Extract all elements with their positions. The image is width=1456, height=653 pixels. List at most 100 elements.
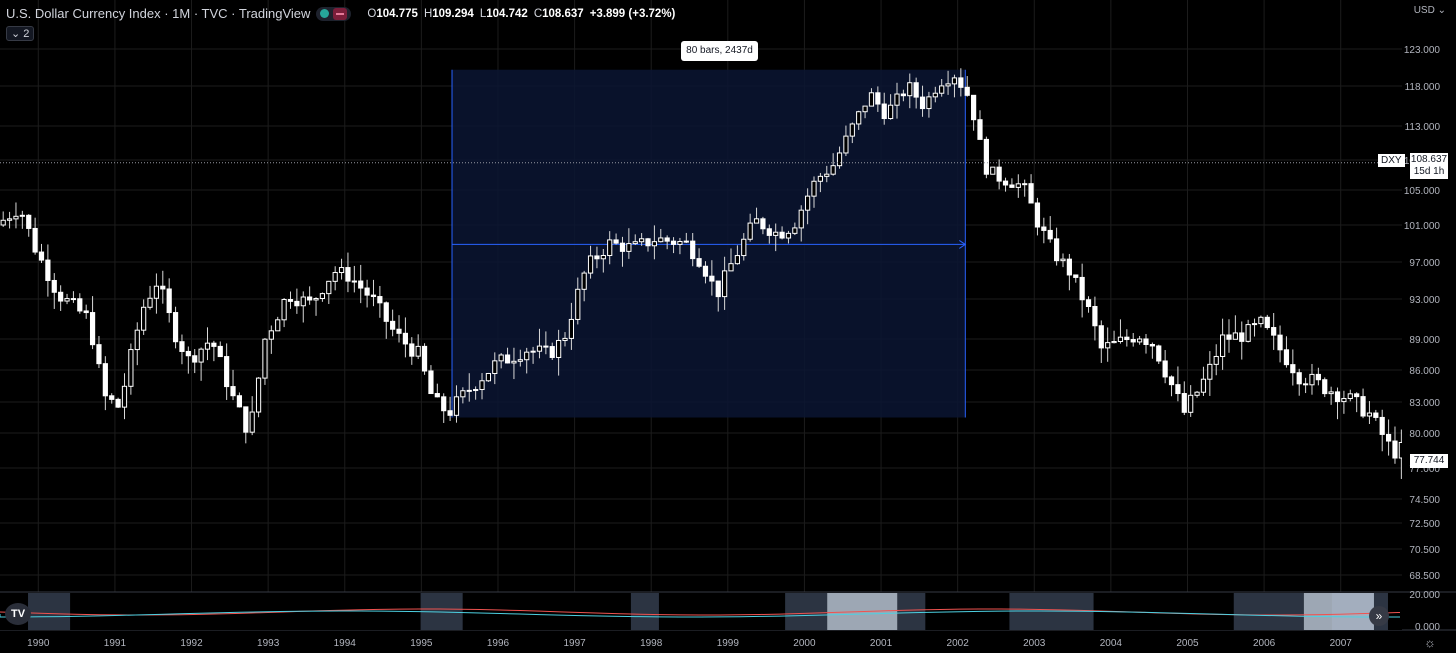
candle bbox=[6, 218, 13, 221]
candle bbox=[83, 310, 89, 314]
candle bbox=[1385, 433, 1392, 442]
candle bbox=[1060, 258, 1066, 262]
indicator-band bbox=[897, 593, 926, 630]
candle bbox=[64, 298, 70, 302]
candle bbox=[1156, 345, 1162, 362]
market-status-pill[interactable] bbox=[316, 6, 352, 21]
candle bbox=[511, 360, 517, 364]
candle bbox=[1271, 327, 1277, 336]
time-tick-label: 1990 bbox=[27, 638, 50, 649]
candle bbox=[805, 195, 811, 211]
candle bbox=[607, 239, 613, 256]
candle bbox=[268, 330, 274, 340]
candle bbox=[747, 222, 753, 240]
candle bbox=[1354, 393, 1360, 398]
candle bbox=[307, 296, 313, 301]
candle bbox=[1009, 184, 1015, 188]
candle bbox=[1245, 324, 1251, 342]
candle bbox=[875, 92, 881, 105]
indicator-pane: 20.000 0.000 bbox=[0, 590, 1440, 633]
candle bbox=[345, 267, 351, 282]
measure-box bbox=[451, 69, 967, 418]
candle bbox=[658, 237, 664, 243]
candle bbox=[390, 320, 396, 330]
candle bbox=[338, 267, 345, 274]
candle bbox=[1092, 306, 1098, 327]
time-axis: 1990 1991 1992 1993 1994 1995 1996 1997 1998 1999… bbox=[0, 629, 1456, 649]
symbol-title[interactable]: U.S. Dollar Currency Index · 1M · TVC · … bbox=[6, 6, 311, 21]
candle bbox=[817, 175, 823, 182]
candle bbox=[249, 411, 255, 433]
candle bbox=[230, 386, 236, 397]
collapse-indicators-button[interactable]: ⌄ 2 bbox=[6, 26, 35, 41]
candle bbox=[836, 152, 843, 167]
candle bbox=[300, 296, 306, 307]
time-tick-label: 1995 bbox=[410, 638, 433, 649]
candle bbox=[153, 285, 160, 299]
candle bbox=[115, 398, 121, 408]
price-tick-label: 97.000 bbox=[1409, 258, 1440, 269]
candle bbox=[70, 298, 77, 301]
candle bbox=[1379, 416, 1385, 435]
time-tick-label: 2001 bbox=[870, 638, 893, 649]
candle bbox=[1015, 183, 1021, 188]
scroll-right-icon[interactable]: » bbox=[1369, 606, 1389, 626]
candle bbox=[1085, 299, 1092, 308]
candle bbox=[192, 355, 198, 363]
tradingview-logo-icon[interactable]: TV bbox=[5, 603, 31, 625]
chart-header: U.S. Dollar Currency Index · 1M · TVC · … bbox=[6, 6, 675, 21]
time-tick-label: 2005 bbox=[1176, 638, 1199, 649]
candle bbox=[198, 348, 204, 363]
price-tick-label: 68.500 bbox=[1409, 571, 1440, 582]
candle bbox=[172, 312, 179, 343]
candle bbox=[932, 92, 938, 98]
candle bbox=[939, 85, 945, 94]
indicator-band bbox=[785, 593, 828, 630]
candle bbox=[141, 306, 147, 331]
candle bbox=[983, 138, 989, 175]
candle bbox=[370, 294, 377, 298]
candle bbox=[1002, 180, 1009, 186]
candle bbox=[351, 280, 357, 283]
candle bbox=[1117, 336, 1124, 343]
candle bbox=[1239, 332, 1245, 342]
candle bbox=[549, 346, 555, 358]
indicator-tick-label: 20.000 bbox=[1409, 590, 1440, 601]
candle bbox=[894, 93, 900, 106]
candle bbox=[990, 166, 996, 175]
candle bbox=[243, 406, 249, 433]
candle bbox=[613, 239, 619, 244]
indicator-bg bbox=[0, 593, 1402, 630]
candle bbox=[1373, 412, 1379, 418]
candle bbox=[690, 240, 696, 260]
candle bbox=[811, 180, 817, 197]
candle bbox=[1194, 391, 1200, 396]
candle bbox=[1366, 412, 1373, 417]
price-tick-label: 83.000 bbox=[1409, 398, 1440, 409]
indicator-band bbox=[28, 593, 71, 630]
candle bbox=[492, 360, 498, 374]
candle bbox=[160, 285, 166, 290]
candle bbox=[1073, 274, 1079, 278]
candle bbox=[121, 385, 128, 408]
candle bbox=[868, 92, 875, 107]
candle bbox=[1392, 440, 1398, 459]
candle bbox=[1066, 258, 1072, 276]
price-tick-label: 89.000 bbox=[1409, 335, 1440, 346]
price-tick-label: 86.000 bbox=[1409, 366, 1440, 377]
candle bbox=[830, 165, 836, 175]
candles-series bbox=[0, 68, 1404, 479]
settings-icon[interactable]: ☼ bbox=[1424, 635, 1436, 650]
candle bbox=[1258, 316, 1264, 325]
price-tick-label: 113.000 bbox=[1405, 122, 1441, 133]
candle bbox=[409, 343, 415, 357]
measure-area bbox=[452, 69, 966, 418]
candle bbox=[224, 356, 230, 388]
currency-selector[interactable]: USD ⌄ bbox=[1413, 5, 1446, 16]
candle bbox=[670, 240, 677, 245]
candle bbox=[1315, 373, 1321, 381]
candle bbox=[913, 82, 919, 98]
candle bbox=[1028, 183, 1034, 204]
candle bbox=[428, 370, 434, 395]
